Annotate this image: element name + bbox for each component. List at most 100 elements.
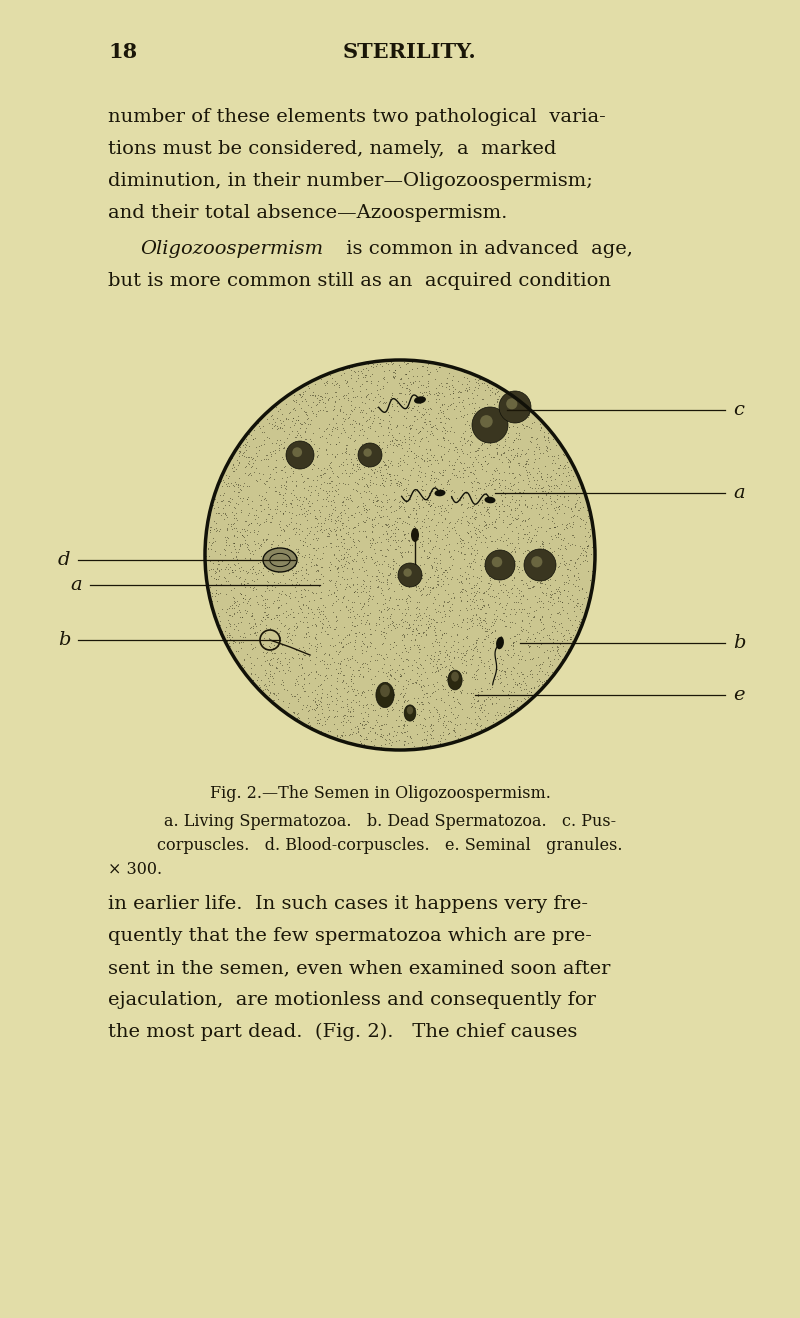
Point	[235, 612, 248, 633]
Point	[266, 683, 279, 704]
Point	[325, 532, 338, 554]
Point	[557, 647, 570, 668]
Point	[360, 473, 373, 494]
Point	[352, 721, 365, 742]
Point	[260, 643, 273, 664]
Point	[427, 415, 440, 436]
Point	[555, 514, 568, 535]
Point	[353, 440, 366, 461]
Point	[239, 445, 252, 467]
Point	[375, 356, 388, 377]
Point	[486, 414, 498, 435]
Point	[275, 670, 288, 691]
Point	[494, 552, 507, 573]
Point	[330, 725, 343, 746]
Point	[258, 639, 271, 660]
Point	[450, 729, 462, 750]
Point	[323, 721, 336, 742]
Point	[489, 531, 502, 552]
Point	[232, 455, 245, 476]
Point	[419, 619, 432, 641]
Point	[503, 550, 516, 571]
Point	[503, 604, 516, 625]
Point	[518, 689, 531, 710]
Point	[466, 498, 478, 519]
Point	[430, 478, 443, 500]
Point	[334, 398, 346, 419]
Point	[478, 431, 491, 452]
Point	[281, 626, 294, 647]
Point	[218, 540, 231, 561]
Point	[286, 625, 298, 646]
Point	[351, 718, 364, 739]
Point	[417, 496, 430, 517]
Point	[522, 461, 535, 482]
Point	[543, 532, 556, 554]
Point	[497, 531, 510, 552]
Point	[293, 596, 306, 617]
Point	[337, 500, 350, 521]
Point	[472, 518, 485, 539]
Point	[533, 413, 546, 434]
Point	[302, 449, 314, 471]
Point	[337, 670, 350, 691]
Point	[394, 434, 407, 455]
Point	[306, 716, 318, 737]
Point	[303, 439, 316, 460]
Point	[506, 631, 519, 652]
Point	[342, 576, 355, 597]
Point	[349, 410, 362, 431]
Point	[403, 397, 416, 418]
Point	[248, 449, 261, 471]
Point	[390, 614, 402, 635]
Point	[353, 449, 366, 471]
Point	[482, 572, 495, 593]
Point	[442, 438, 455, 459]
Point	[502, 393, 515, 414]
Point	[317, 542, 330, 563]
Point	[562, 593, 574, 614]
Point	[354, 685, 367, 706]
Point	[436, 464, 449, 485]
Point	[373, 391, 386, 413]
Point	[377, 621, 390, 642]
Point	[222, 514, 234, 535]
Point	[351, 651, 364, 672]
Point	[366, 489, 379, 510]
Point	[429, 476, 442, 497]
Point	[416, 568, 429, 589]
Point	[282, 423, 295, 444]
Point	[510, 394, 523, 415]
Point	[211, 602, 224, 623]
Point	[339, 442, 352, 463]
Point	[474, 609, 486, 630]
Point	[479, 419, 492, 440]
Point	[263, 654, 276, 675]
Point	[362, 660, 374, 681]
Point	[485, 554, 498, 575]
Point	[455, 565, 468, 587]
Point	[435, 420, 448, 442]
Point	[249, 614, 262, 635]
Point	[442, 606, 455, 627]
Point	[565, 498, 578, 519]
Point	[226, 518, 238, 539]
Point	[479, 629, 492, 650]
Point	[273, 514, 286, 535]
Point	[239, 435, 252, 456]
Point	[461, 590, 474, 612]
Point	[366, 411, 379, 432]
Point	[530, 521, 543, 542]
Point	[533, 637, 546, 658]
Point	[422, 610, 434, 631]
Point	[324, 634, 337, 655]
Point	[273, 434, 286, 455]
Point	[457, 609, 470, 630]
Point	[327, 581, 340, 602]
Point	[293, 424, 306, 445]
Point	[475, 492, 488, 513]
Point	[246, 616, 259, 637]
Point	[401, 588, 414, 609]
Point	[466, 588, 479, 609]
Point	[225, 575, 238, 596]
